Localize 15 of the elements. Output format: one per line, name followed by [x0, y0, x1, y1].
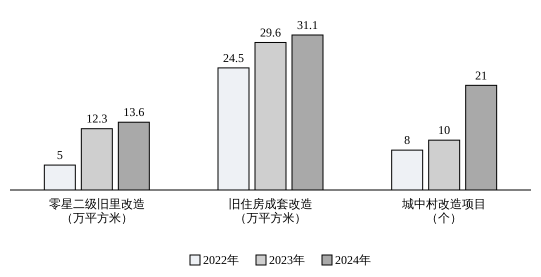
- data-label: 10: [438, 123, 450, 138]
- x-tick-label: 零星二级旧里改造（万平方米）: [48, 197, 145, 225]
- data-label: 31.1: [297, 18, 318, 32]
- data-label: 24.5: [223, 50, 244, 65]
- data-label: 13.6: [123, 105, 144, 120]
- x-tick-label: 旧住房成套改造（万平方米）: [228, 197, 312, 225]
- legend-label: 2024年: [335, 253, 371, 267]
- legend-label: 2022年: [203, 253, 239, 267]
- x-tick-label: 城中村改造项目（个）: [401, 197, 486, 225]
- data-label: 5: [56, 148, 63, 162]
- data-label: 8: [404, 133, 410, 148]
- data-label: 21: [475, 68, 488, 82]
- legend-label: 2023年: [269, 253, 305, 267]
- data-label: 29.6: [260, 25, 281, 40]
- data-label: 12.3: [86, 112, 108, 126]
